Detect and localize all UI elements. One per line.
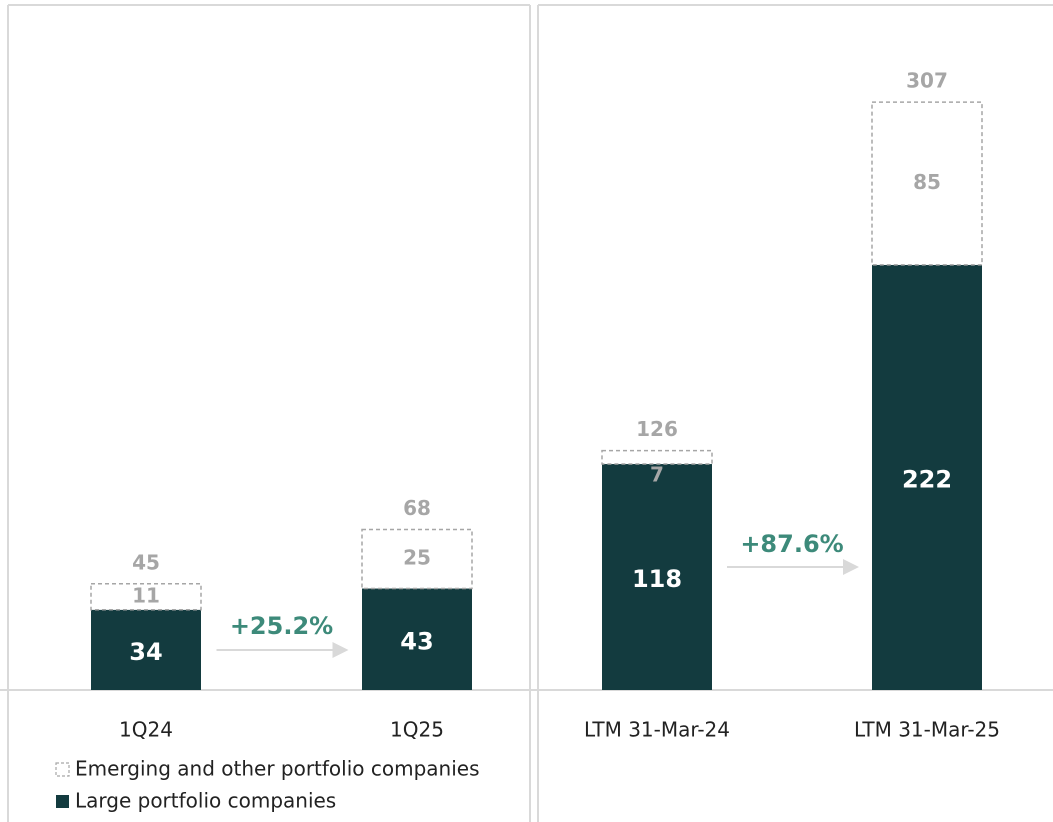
x-tick-label: LTM 31-Mar-24 [584,718,730,742]
bar-segment-emerging [601,449,713,465]
value-label: 43 [400,627,433,655]
bar-segment-large [362,588,472,690]
legend-swatch [56,795,69,808]
bar-segment-emerging [90,583,202,611]
total-label: 45 [132,550,160,574]
total-label: 126 [636,417,678,441]
value-label: 34 [129,638,162,666]
value-label: 11 [132,583,160,607]
value-label: 25 [403,546,431,570]
value-label: 7 [650,463,664,487]
bar-segment-large [602,464,712,690]
legend-swatch [55,762,70,777]
bar-segment-large [872,264,982,690]
growth-label: +87.6% [740,530,843,558]
bar-segment-emerging [361,528,473,590]
x-tick-label: 1Q24 [119,718,173,742]
value-label: 222 [902,465,952,493]
legend-label: Emerging and other portfolio companies [75,757,480,781]
legend-label: Large portfolio companies [75,789,336,813]
bar-segment-large [91,609,201,690]
value-label: 85 [913,170,941,194]
bar-segment-emerging [871,101,983,266]
growth-label: +25.2% [230,612,333,640]
total-label: 68 [403,496,431,520]
x-tick-label: 1Q25 [390,718,444,742]
value-label: 118 [632,565,682,593]
total-label: 307 [906,69,948,93]
x-tick-label: LTM 31-Mar-25 [854,718,1000,742]
